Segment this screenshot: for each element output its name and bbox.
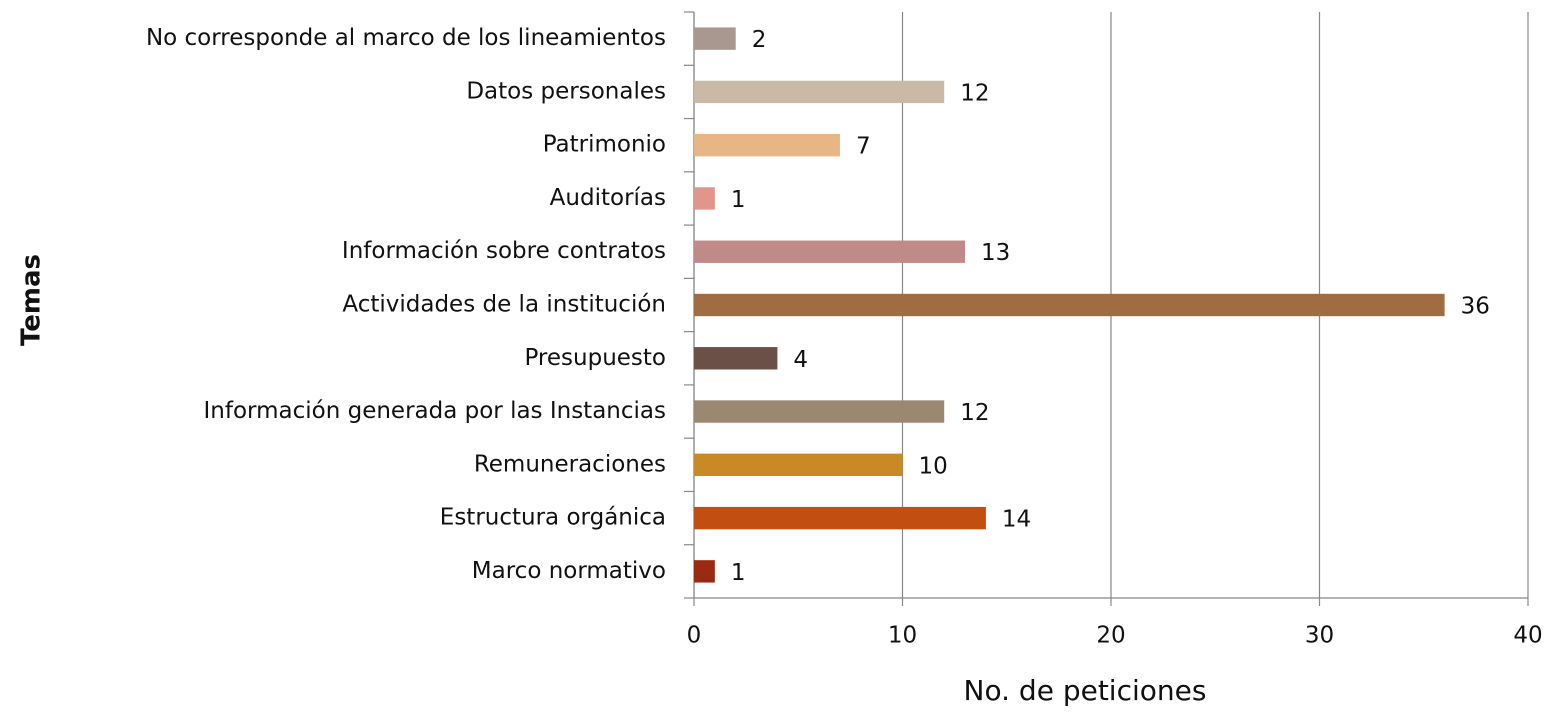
y-tick-label: Patrimonio xyxy=(543,132,666,158)
y-tick-label: Actividades de la institución xyxy=(342,292,666,318)
bar xyxy=(694,27,736,50)
x-tick-label: 30 xyxy=(1305,623,1334,649)
y-tick-label: Remuneraciones xyxy=(474,451,666,477)
bar xyxy=(694,133,840,157)
value-label: 12 xyxy=(960,400,989,426)
value-label: 2 xyxy=(752,27,767,53)
x-tick-label: 10 xyxy=(888,623,917,649)
value-label: 1 xyxy=(731,560,746,586)
bar xyxy=(694,506,986,530)
value-label: 1 xyxy=(731,187,746,213)
y-tick-label: Estructura orgánica xyxy=(440,505,666,531)
value-label: 7 xyxy=(856,134,871,160)
value-label: 36 xyxy=(1461,294,1490,320)
value-label: 13 xyxy=(981,240,1010,266)
bar xyxy=(694,400,945,423)
bar xyxy=(694,80,945,104)
bar xyxy=(694,347,778,370)
value-label: 10 xyxy=(919,453,948,479)
value-label: 4 xyxy=(793,347,808,373)
y-tick-label: Auditorías xyxy=(550,185,666,211)
x-tick-label: 0 xyxy=(687,623,702,649)
value-label: 12 xyxy=(960,80,989,106)
y-tick-label: Información generada por las Instancias xyxy=(204,398,666,424)
y-axis-title: Temas xyxy=(17,254,47,346)
bar xyxy=(694,453,903,477)
y-tick-label: No corresponde al marco de los lineamien… xyxy=(146,25,666,51)
bar xyxy=(694,560,715,583)
x-axis-title: No. de peticiones xyxy=(964,674,1207,707)
value-label: 14 xyxy=(1002,507,1031,533)
x-tick-label: 20 xyxy=(1096,623,1125,649)
y-tick-label: Marco normativo xyxy=(472,558,666,584)
bar xyxy=(694,187,715,210)
x-tick-label: 40 xyxy=(1513,623,1542,649)
y-tick-label: Presupuesto xyxy=(524,345,666,371)
bar xyxy=(694,240,966,263)
y-tick-label: Información sobre contratos xyxy=(342,238,666,264)
y-tick-label: Datos personales xyxy=(466,78,666,104)
bar xyxy=(694,293,1445,317)
